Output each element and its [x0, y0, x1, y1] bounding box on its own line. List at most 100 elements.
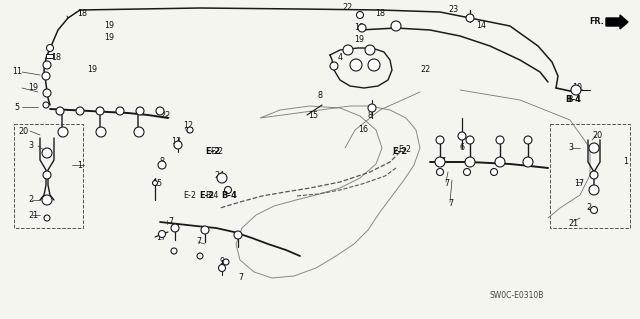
Circle shape [589, 143, 599, 153]
Circle shape [223, 259, 229, 265]
Circle shape [365, 45, 375, 55]
Circle shape [171, 248, 177, 254]
Bar [550, 124, 630, 228]
Text: 22: 22 [160, 110, 170, 120]
Circle shape [96, 107, 104, 115]
Text: E-2: E-2 [392, 147, 408, 157]
Circle shape [330, 62, 338, 70]
Circle shape [152, 181, 157, 186]
Circle shape [495, 157, 505, 167]
Text: E-2: E-2 [210, 147, 223, 157]
Circle shape [356, 11, 364, 19]
Circle shape [589, 185, 599, 195]
Text: 18: 18 [51, 54, 61, 63]
Circle shape [42, 148, 52, 158]
Text: 10: 10 [572, 84, 582, 93]
Circle shape [171, 224, 179, 232]
Circle shape [174, 141, 182, 149]
Circle shape [496, 136, 504, 144]
Circle shape [571, 85, 581, 95]
Circle shape [368, 59, 380, 71]
Text: 18: 18 [375, 10, 385, 19]
Text: 23: 23 [448, 5, 458, 14]
Text: 8: 8 [160, 158, 165, 167]
Circle shape [524, 136, 532, 144]
Text: 20: 20 [18, 127, 28, 136]
Text: 22: 22 [420, 65, 430, 75]
Circle shape [43, 102, 49, 108]
Text: 19: 19 [28, 84, 38, 93]
Circle shape [463, 168, 470, 175]
Circle shape [134, 127, 144, 137]
Text: 7: 7 [238, 273, 243, 283]
Text: B-4: B-4 [205, 191, 218, 201]
Circle shape [343, 45, 353, 55]
Text: 7: 7 [168, 217, 173, 226]
Circle shape [458, 132, 466, 140]
Text: 17: 17 [156, 233, 166, 241]
Circle shape [43, 171, 51, 179]
Circle shape [76, 107, 84, 115]
Circle shape [465, 157, 475, 167]
Text: 1: 1 [77, 160, 82, 169]
Text: 19: 19 [104, 21, 114, 31]
Text: 12: 12 [183, 122, 193, 130]
Circle shape [436, 168, 444, 175]
Circle shape [490, 168, 497, 175]
Circle shape [201, 226, 209, 234]
Circle shape [42, 72, 50, 80]
Text: 22: 22 [342, 4, 352, 12]
Text: E-2: E-2 [398, 145, 411, 154]
Circle shape [217, 173, 227, 183]
Text: 3: 3 [28, 142, 33, 151]
Circle shape [523, 157, 533, 167]
Circle shape [391, 21, 401, 31]
Text: 18: 18 [77, 10, 87, 19]
Circle shape [350, 59, 362, 71]
Text: 19: 19 [104, 33, 114, 42]
Text: 17: 17 [574, 180, 584, 189]
Text: 14: 14 [476, 21, 486, 31]
Text: 7: 7 [440, 158, 445, 167]
Circle shape [116, 107, 124, 115]
Circle shape [42, 195, 52, 205]
Text: 2: 2 [28, 196, 33, 204]
Circle shape [156, 107, 164, 115]
Text: 6: 6 [460, 144, 465, 152]
Text: 8: 8 [318, 92, 323, 100]
Text: 19: 19 [354, 35, 364, 44]
Circle shape [44, 215, 50, 221]
Text: B-4: B-4 [567, 95, 580, 105]
Text: 7: 7 [196, 238, 201, 247]
Text: 5: 5 [14, 102, 19, 112]
Text: 21: 21 [28, 211, 38, 219]
Circle shape [358, 24, 366, 32]
Circle shape [56, 107, 64, 115]
Circle shape [591, 206, 598, 213]
Circle shape [43, 89, 51, 97]
Circle shape [368, 104, 376, 112]
Text: 13: 13 [171, 137, 181, 146]
Text: SW0C-E0310B: SW0C-E0310B [490, 292, 545, 300]
Circle shape [47, 44, 54, 51]
Text: 8: 8 [368, 110, 373, 120]
Text: 24: 24 [214, 172, 224, 181]
Text: 4: 4 [338, 54, 343, 63]
Circle shape [187, 127, 193, 133]
Circle shape [159, 231, 166, 238]
Text: FR.: FR. [589, 18, 604, 26]
Text: E-2: E-2 [200, 191, 214, 201]
Circle shape [466, 14, 474, 22]
Text: E-2: E-2 [183, 191, 196, 201]
Text: 15: 15 [152, 180, 162, 189]
Bar [14, 124, 83, 228]
Circle shape [590, 171, 598, 179]
Circle shape [435, 157, 445, 167]
Circle shape [234, 231, 242, 239]
Circle shape [158, 161, 166, 169]
Text: 19: 19 [354, 24, 364, 33]
Text: 16: 16 [358, 125, 368, 135]
Text: 11: 11 [12, 68, 22, 77]
Text: 20: 20 [592, 131, 602, 140]
Circle shape [58, 127, 68, 137]
